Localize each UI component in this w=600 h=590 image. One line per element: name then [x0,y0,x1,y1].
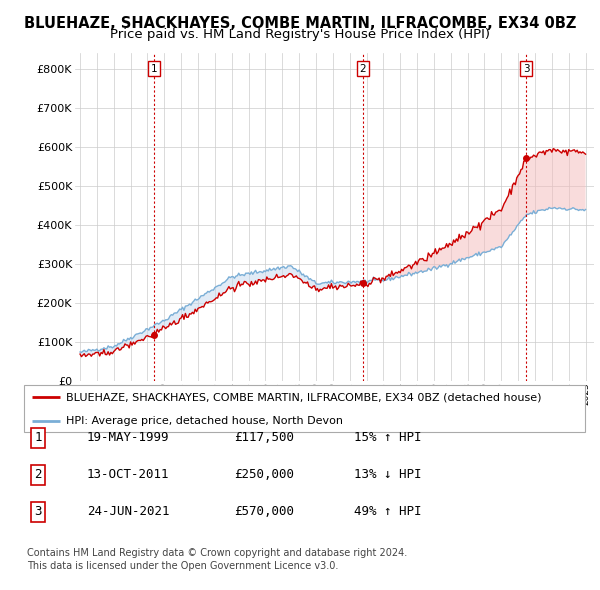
Text: 1: 1 [34,431,41,444]
Text: 15% ↑ HPI: 15% ↑ HPI [354,431,421,444]
Text: 2: 2 [359,64,367,74]
Text: £570,000: £570,000 [234,505,294,518]
Text: £250,000: £250,000 [234,468,294,481]
Text: BLUEHAZE, SHACKHAYES, COMBE MARTIN, ILFRACOMBE, EX34 0BZ: BLUEHAZE, SHACKHAYES, COMBE MARTIN, ILFR… [24,16,576,31]
Text: 1: 1 [151,64,157,74]
Text: 49% ↑ HPI: 49% ↑ HPI [354,505,421,518]
Text: HPI: Average price, detached house, North Devon: HPI: Average price, detached house, Nort… [66,417,343,427]
Text: 3: 3 [523,64,530,74]
Text: 24-JUN-2021: 24-JUN-2021 [87,505,170,518]
Text: 2: 2 [34,468,41,481]
Text: BLUEHAZE, SHACKHAYES, COMBE MARTIN, ILFRACOMBE, EX34 0BZ (detached house): BLUEHAZE, SHACKHAYES, COMBE MARTIN, ILFR… [66,392,542,402]
Text: Contains HM Land Registry data © Crown copyright and database right 2024.
This d: Contains HM Land Registry data © Crown c… [27,548,407,571]
Text: Price paid vs. HM Land Registry's House Price Index (HPI): Price paid vs. HM Land Registry's House … [110,28,490,41]
Text: 3: 3 [34,505,41,518]
Text: 13% ↓ HPI: 13% ↓ HPI [354,468,421,481]
Text: £117,500: £117,500 [234,431,294,444]
Text: 19-MAY-1999: 19-MAY-1999 [87,431,170,444]
Text: 13-OCT-2011: 13-OCT-2011 [87,468,170,481]
FancyBboxPatch shape [24,385,585,432]
